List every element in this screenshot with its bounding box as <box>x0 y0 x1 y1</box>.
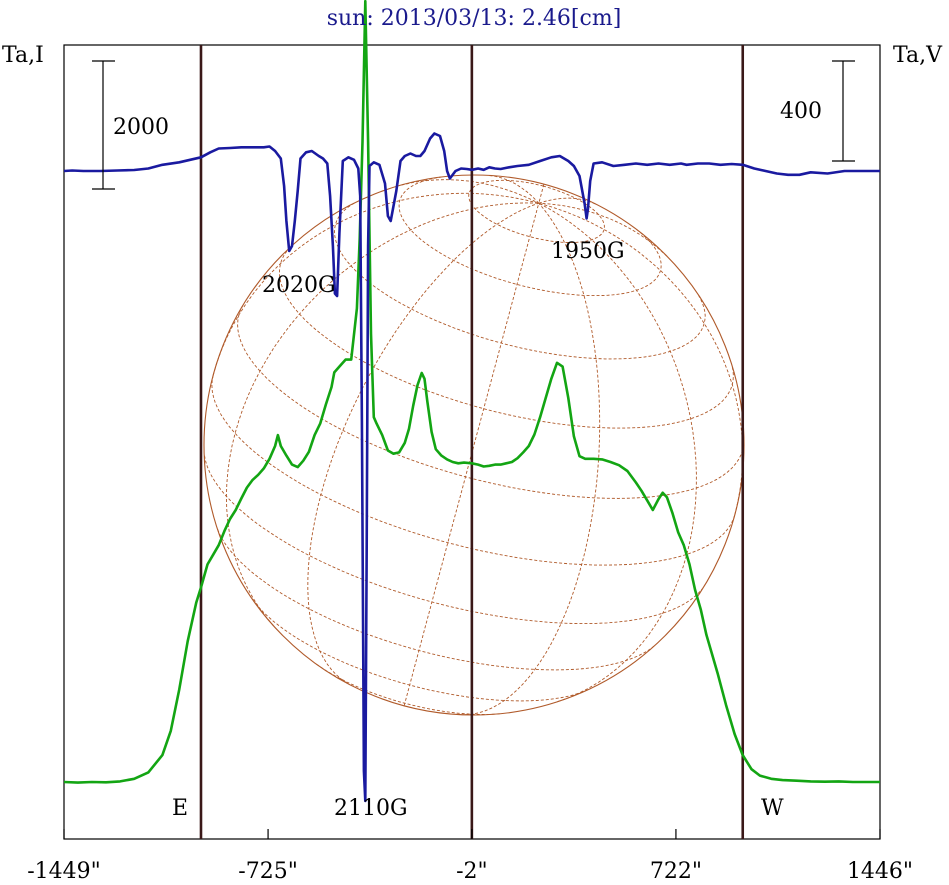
polarization-scalebar-label: 400 <box>780 99 822 124</box>
limb-lines <box>199 45 745 839</box>
series-lines <box>63 0 880 803</box>
graticule-meridian-line <box>225 202 539 626</box>
graticule-meridian-line <box>538 197 596 205</box>
graticule-meridian-line <box>489 175 540 204</box>
graticule-meridian-line <box>538 202 697 703</box>
limb-label-east: E <box>172 796 188 821</box>
y-axis-label-right: Ta,V <box>893 43 943 68</box>
graticule-meridian-line <box>307 202 539 684</box>
annotation-2110g: 2110G <box>334 796 408 821</box>
scale-bars <box>92 60 855 190</box>
graticule-meridian-line <box>212 192 539 376</box>
polarization-series-line <box>63 132 880 803</box>
x-tick-label: 1446" <box>847 859 913 884</box>
chart-title: sun: 2013/03/13: 2.46[cm] <box>327 6 622 31</box>
annotation-1950g: 1950G <box>551 239 625 264</box>
intensity-scalebar-label: 2000 <box>113 115 169 140</box>
annotation-2020g: 2020G <box>262 273 336 298</box>
x-axis-ticks: -1449" -725" -2" 722" 1446" <box>27 829 913 884</box>
x-tick-label: -2" <box>456 859 488 884</box>
x-tick-label: -725" <box>238 859 298 884</box>
x-tick-label: -1449" <box>27 859 101 884</box>
graticule-meridian-line <box>465 202 601 716</box>
graticule-meridian-line <box>403 203 540 706</box>
intensity-series-line <box>63 0 880 784</box>
limb-label-west: W <box>761 796 784 821</box>
graticule-latitude-line <box>398 176 662 297</box>
graticule-meridian-line <box>538 184 545 204</box>
graticule-latitude-line <box>278 247 734 429</box>
x-tick-label: 722" <box>650 859 702 884</box>
y-axis-label-left: Ta,I <box>2 43 44 68</box>
graticule-meridian-line <box>538 202 668 257</box>
graticule-meridian-line <box>401 179 539 204</box>
graticule-latitude-line <box>211 375 736 566</box>
